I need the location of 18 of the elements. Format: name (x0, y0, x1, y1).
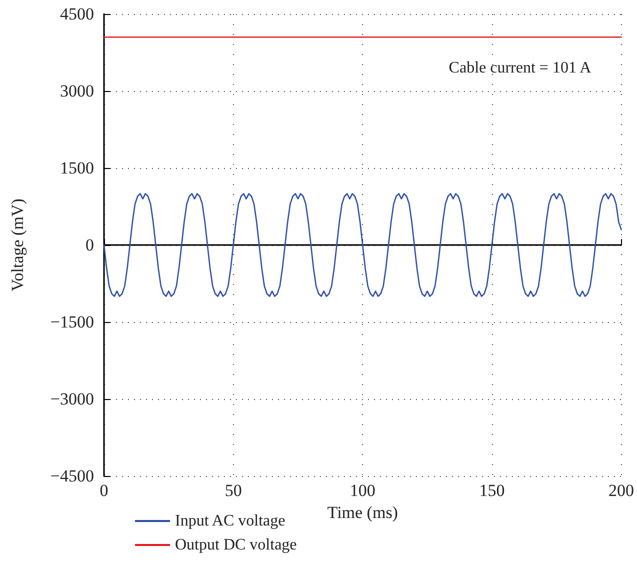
x-tick-label: 150 (479, 481, 505, 500)
x-tick-label: 50 (224, 481, 242, 500)
y-tick-label: 0 (86, 236, 94, 254)
legend-label: Output DC voltage (175, 536, 297, 554)
line-series (103, 193, 622, 297)
y-axis-title: Voltage (mV) (8, 198, 27, 292)
annotation: Cable current = 101 A (448, 60, 592, 76)
x-tick-label: 100 (350, 481, 376, 500)
y-tick-label: 4500 (60, 4, 94, 24)
y-tick-label: 1500 (60, 158, 94, 178)
x-tick-label: 200 (608, 481, 634, 500)
y-tick-label: −3000 (50, 390, 94, 408)
x-axis-title: Time (ms) (327, 502, 398, 522)
y-tick-label: −1500 (50, 312, 94, 332)
x-tick-label: 0 (100, 481, 108, 500)
legend-label: Input AC voltage (175, 512, 286, 530)
y-tick-label: −4500 (50, 466, 94, 486)
y-tick-label: 3000 (60, 82, 94, 100)
